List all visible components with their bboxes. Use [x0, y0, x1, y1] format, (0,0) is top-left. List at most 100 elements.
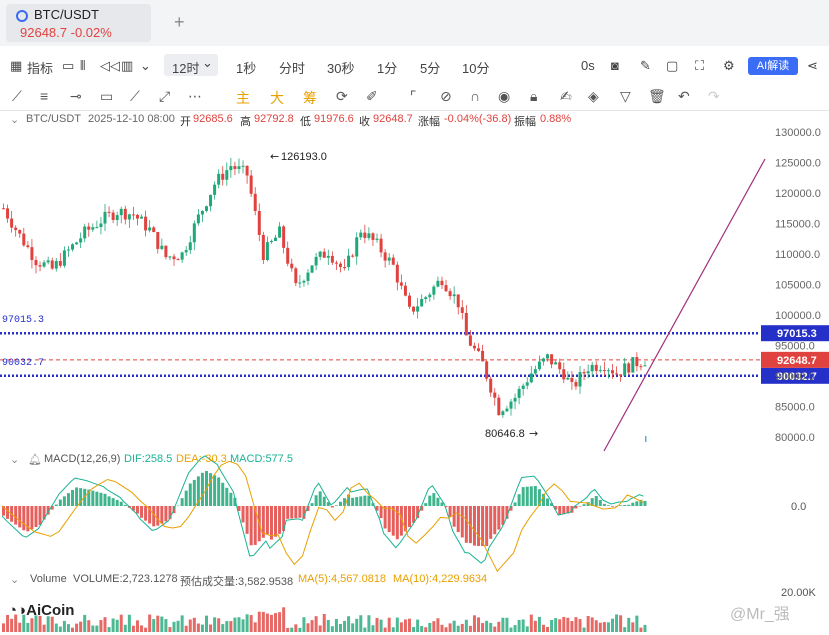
layout-icon[interactable]: ▭	[62, 58, 75, 73]
ray-icon[interactable]: ⤢	[159, 88, 171, 104]
macd-bar	[436, 497, 440, 506]
filter-icon[interactable]: ▽	[620, 88, 631, 104]
high-arrow-icon: ←	[270, 150, 279, 163]
macd-bar	[501, 506, 505, 525]
replay-icon[interactable]: ◁◁	[100, 58, 120, 73]
chevron-down-icon[interactable]: ⌄	[202, 55, 213, 70]
candle-body	[436, 280, 440, 287]
volume-bar	[513, 625, 517, 632]
interval-1s[interactable]: 1秒	[236, 61, 257, 76]
chevron-down-icon[interactable]: ⌄	[140, 58, 151, 73]
candle-body	[375, 238, 379, 240]
volume-bar	[477, 617, 481, 632]
magnet-icon[interactable]: ∩	[470, 88, 481, 104]
volume-axis-label: 20.00K	[781, 587, 816, 599]
volume-bar	[578, 619, 582, 632]
volume-bar	[294, 624, 298, 632]
macd-bar	[558, 506, 562, 515]
indicator-button[interactable]: 指标	[27, 61, 54, 76]
candle-body	[306, 272, 310, 281]
candle-body	[606, 370, 610, 372]
volume-bar	[164, 619, 168, 632]
interval-timeshare[interactable]: 分时	[279, 61, 306, 76]
share-icon[interactable]: ⋖	[807, 58, 818, 73]
arrow-icon[interactable]: ⟋	[130, 88, 140, 104]
rectangle-icon[interactable]: ▭	[100, 88, 114, 104]
refresh-icon[interactable]: ⟳	[336, 88, 348, 104]
trendline-icon[interactable]: ⟋	[12, 88, 22, 104]
candle-body	[278, 226, 282, 238]
interval-selected[interactable]: 12时	[172, 61, 200, 76]
volume-bar	[521, 619, 525, 632]
candle-body	[367, 233, 371, 238]
volume-bar	[265, 613, 269, 632]
y-tick-label: 80000.0	[775, 432, 815, 444]
fullscreen-icon[interactable]: ⛶	[695, 58, 705, 73]
collapse-icon[interactable]: ⌄	[10, 454, 20, 466]
candle-body	[127, 214, 131, 220]
settings-icon[interactable]: ⚙	[723, 58, 735, 73]
candle-body	[123, 208, 127, 220]
volume-bar	[6, 614, 10, 632]
candle-body	[359, 232, 363, 238]
interval-select[interactable]	[164, 54, 218, 76]
volume-bar	[371, 625, 375, 632]
change-label: 涨幅	[418, 116, 440, 128]
candle-body	[363, 232, 367, 238]
eye-icon[interactable]: ◉	[498, 88, 511, 104]
more-icon[interactable]: ⋯	[188, 88, 202, 104]
delete-icon[interactable]: 🗑︎	[648, 88, 666, 104]
volume-bar	[375, 617, 379, 632]
interval-30s[interactable]: 30秒	[327, 61, 355, 76]
collapse-icon[interactable]: ⌄	[10, 114, 20, 126]
interval-1m[interactable]: 1分	[377, 61, 398, 76]
interval-5m[interactable]: 5分	[420, 61, 441, 76]
horizontal-line-icon[interactable]: ⊸	[70, 88, 82, 104]
tool-chips[interactable]: 筹	[303, 90, 317, 106]
tool-main[interactable]: 主	[236, 90, 250, 106]
collapse-icon[interactable]: ⌄	[10, 574, 20, 586]
edit-icon[interactable]: ✎	[640, 58, 651, 73]
candle-body	[395, 264, 399, 283]
camera-icon[interactable]: ◙	[611, 58, 619, 73]
add-tab-button[interactable]: +	[174, 12, 185, 32]
level-badge	[761, 367, 829, 384]
macd-bar	[525, 486, 529, 506]
candle-body	[489, 378, 493, 393]
tab-bar: BTC/USDT 92648.7 -0.02% +	[0, 0, 829, 46]
volume-bar	[148, 614, 152, 632]
lock-icon[interactable]: 🔒︎	[530, 88, 538, 104]
volume-bar	[460, 623, 464, 632]
candle-body	[424, 297, 428, 299]
alert-icon[interactable]: 🔔︎	[28, 454, 42, 466]
volume-bar	[217, 618, 221, 632]
volume-bar	[541, 624, 545, 632]
macd-bar	[623, 505, 627, 506]
ai-interpret-button[interactable]: AI解读	[748, 57, 798, 75]
pencil-icon[interactable]: ✍	[560, 88, 572, 104]
crop-icon[interactable]: ⌜	[410, 88, 417, 104]
compare-icon[interactable]: ⫴	[80, 58, 86, 73]
candle-body	[46, 260, 50, 263]
layers-icon[interactable]: ◈	[588, 88, 599, 104]
indicator-icon[interactable]: ▦	[10, 58, 23, 73]
multiline-icon[interactable]: ≡	[40, 88, 49, 104]
redo-icon[interactable]: ↷	[708, 88, 720, 104]
macd-bar	[444, 506, 448, 508]
window-icon[interactable]: ▢	[666, 58, 679, 73]
symbol-tab[interactable]: BTC/USDT 92648.7 -0.02%	[6, 4, 151, 42]
volume-bar	[290, 627, 294, 632]
macd-bar	[363, 495, 367, 506]
ruler-icon[interactable]: ⊘	[440, 88, 452, 104]
macd-bar	[192, 479, 196, 506]
tool-big[interactable]: 大	[270, 90, 284, 106]
y-tick-label: 105000.0	[775, 280, 821, 292]
interval-10m[interactable]: 10分	[462, 61, 490, 76]
undo-icon[interactable]: ↶	[678, 88, 690, 104]
trend-line[interactable]	[603, 158, 766, 452]
bar-chart-icon[interactable]: ▥	[121, 58, 134, 73]
candle-body	[643, 365, 647, 367]
brush-icon[interactable]: ✐	[366, 88, 378, 104]
macd-bar	[99, 492, 103, 506]
